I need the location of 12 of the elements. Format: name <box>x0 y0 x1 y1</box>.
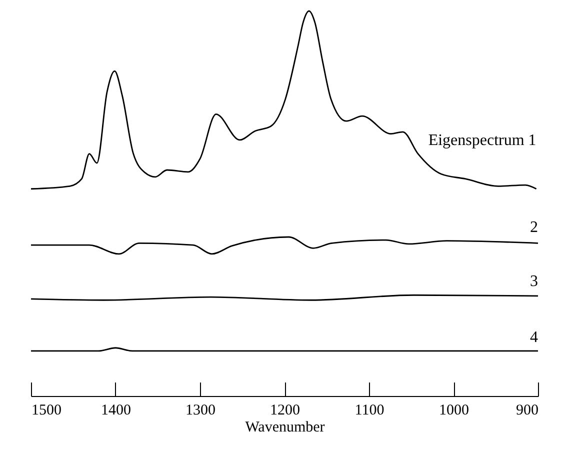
series-label: 4 <box>530 328 538 346</box>
x-tick-label: 900 <box>516 402 538 418</box>
x-tick-label: 1000 <box>439 402 469 418</box>
x-tick-label: 1400 <box>101 402 131 418</box>
x-tick-label: 1200 <box>270 402 300 418</box>
x-tick-label: 1500 <box>32 402 62 418</box>
x-tick-label: 1300 <box>186 402 216 418</box>
series-label: 2 <box>530 218 538 236</box>
series-label: Eigenspectrum 1 <box>428 132 536 149</box>
x-tick-label: 1100 <box>354 402 384 418</box>
series-label: 3 <box>530 273 538 290</box>
x-axis-title: Wavenumber <box>245 420 325 436</box>
